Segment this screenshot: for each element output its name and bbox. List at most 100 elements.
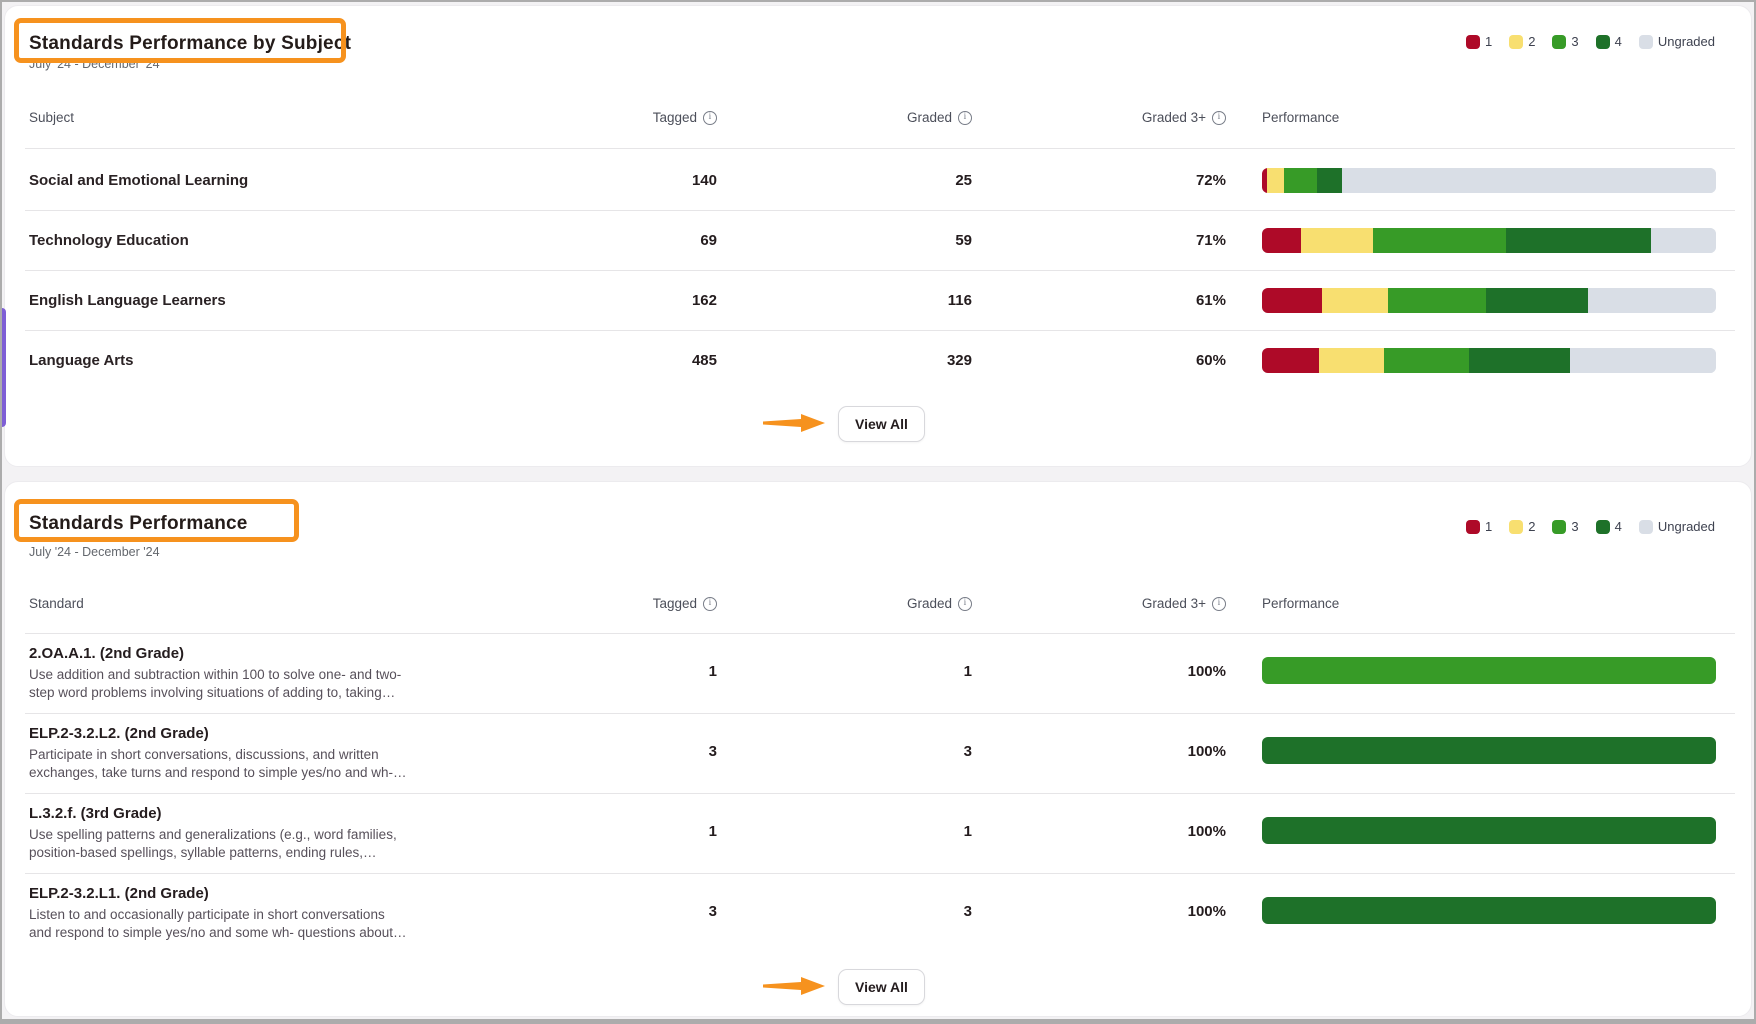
graded-3plus-value: 60% [1195,352,1226,369]
column-header-label: Tagged [652,110,697,125]
graded-value: 59 [955,232,972,249]
bar-segment [1384,348,1470,373]
info-icon[interactable] [958,596,972,611]
view-all-arrow-icon [763,977,825,995]
standards-performance-by-subject-card: Standards Performance by Subject July '2… [4,5,1752,467]
legend-label: 4 [1614,519,1622,534]
subject-name: English Language Learners [29,292,226,309]
tagged-value: 140 [691,172,717,189]
performance-bar [1262,897,1716,924]
bar-segment [1322,288,1389,313]
column-header-performance: Performance [1262,110,1340,125]
column-header-label: Graded 3+ [1141,596,1206,611]
table-row: ELP.2-3.2.L1. (2nd Grade) Listen to and … [5,873,1751,953]
legend-label: 3 [1571,519,1579,534]
bar-segment [1262,817,1716,844]
card-title: Standards Performance [29,513,248,534]
title-highlight-box [14,18,346,63]
tagged-value: 1 [708,663,717,680]
legend-label: 3 [1571,34,1579,49]
subject-name: Language Arts [29,352,134,369]
standard-description: Use spelling patterns and generalization… [29,827,397,842]
standard-description: and respond to simple yes/no and some wh… [29,925,407,940]
tagged-value: 162 [691,292,717,309]
bar-segment [1262,228,1301,253]
info-icon[interactable] [703,596,717,611]
performance-bar [1262,817,1716,844]
card-title: Standards Performance by Subject [29,33,352,54]
info-icon[interactable] [1212,596,1226,611]
tagged-value: 69 [700,232,717,249]
standard-description: Use addition and subtraction within 100 … [29,667,402,682]
performance-legend: 1 2 3 4 Ungraded [1465,519,1715,534]
legend-swatch-2 [1509,519,1524,534]
table-row: English Language Learners 162 116 61% [5,270,1751,330]
column-header-label: Tagged [652,596,697,611]
bar-segment [1486,288,1589,313]
bar-segment [1316,168,1343,193]
tagged-value: 3 [708,903,717,920]
legend-item: Ungraded [1638,34,1715,49]
column-header-performance: Performance [1262,596,1340,611]
legend-swatch-2 [1509,34,1524,49]
bar-segment [1505,228,1651,253]
bar-segment [1570,348,1716,373]
standard-description: Participate in short conversations, disc… [29,747,379,762]
scrollbar-thumb[interactable] [0,308,6,427]
column-header-standard: Standard [29,596,84,611]
divider [25,873,1735,874]
legend-item: 1 [1465,519,1493,534]
graded-3plus-value: 61% [1195,292,1226,309]
graded-3plus-value: 72% [1195,172,1226,189]
view-all-arrow-icon [763,414,825,432]
bar-segment [1262,737,1716,764]
legend-label: Ungraded [1657,34,1715,49]
graded-value: 329 [946,352,972,369]
legend-swatch-ungraded [1638,34,1653,49]
column-header-graded-3plus: Graded 3+ [926,110,1226,125]
table-row: Technology Education 69 59 71% [5,210,1751,270]
subject-name: Social and Emotional Learning [29,172,249,189]
info-icon[interactable] [1212,110,1226,125]
bar-segment [1262,348,1319,373]
column-header-tagged: Tagged [417,596,717,611]
performance-bar [1262,737,1716,764]
legend-swatch-ungraded [1638,519,1653,534]
legend-swatch-4 [1595,34,1610,49]
divider [25,210,1735,211]
standard-name: 2.OA.A.1. (2nd Grade) [29,645,185,662]
column-header-label: Graded 3+ [1141,110,1206,125]
legend-label: 4 [1614,34,1622,49]
legend-swatch-1 [1465,34,1480,49]
performance-bar [1262,657,1716,684]
divider [25,148,1735,149]
tagged-value: 485 [691,352,717,369]
bar-segment [1650,228,1716,253]
column-header-graded: Graded [672,596,972,611]
bar-segment [1318,348,1385,373]
view-all-button[interactable]: View All [838,969,925,1005]
divider [25,633,1735,634]
standard-description: exchanges, take turns and respond to sim… [29,765,407,780]
performance-bar [1262,288,1716,313]
legend-item: 1 [1465,34,1493,49]
title-highlight-box [14,499,299,542]
standard-name: L.3.2.f. (3rd Grade) [29,805,162,822]
legend-item: 4 [1595,519,1622,534]
legend-label: 1 [1484,34,1493,49]
view-all-button[interactable]: View All [838,406,925,442]
table-header-row: Subject Tagged Graded Graded 3+ Performa… [5,110,1751,132]
info-icon[interactable] [703,110,717,125]
divider [25,270,1735,271]
legend-item: 2 [1509,34,1535,49]
legend-label: 1 [1484,519,1493,534]
graded-value: 1 [963,663,972,680]
legend-item: 2 [1509,519,1535,534]
legend-swatch-4 [1595,519,1610,534]
info-icon[interactable] [958,110,972,125]
performance-bar [1262,348,1716,373]
column-header-graded: Graded [672,110,972,125]
table-row: ELP.2-3.2.L2. (2nd Grade) Participate in… [5,713,1751,793]
performance-bar [1262,168,1716,193]
graded-3plus-value: 100% [1187,903,1226,920]
